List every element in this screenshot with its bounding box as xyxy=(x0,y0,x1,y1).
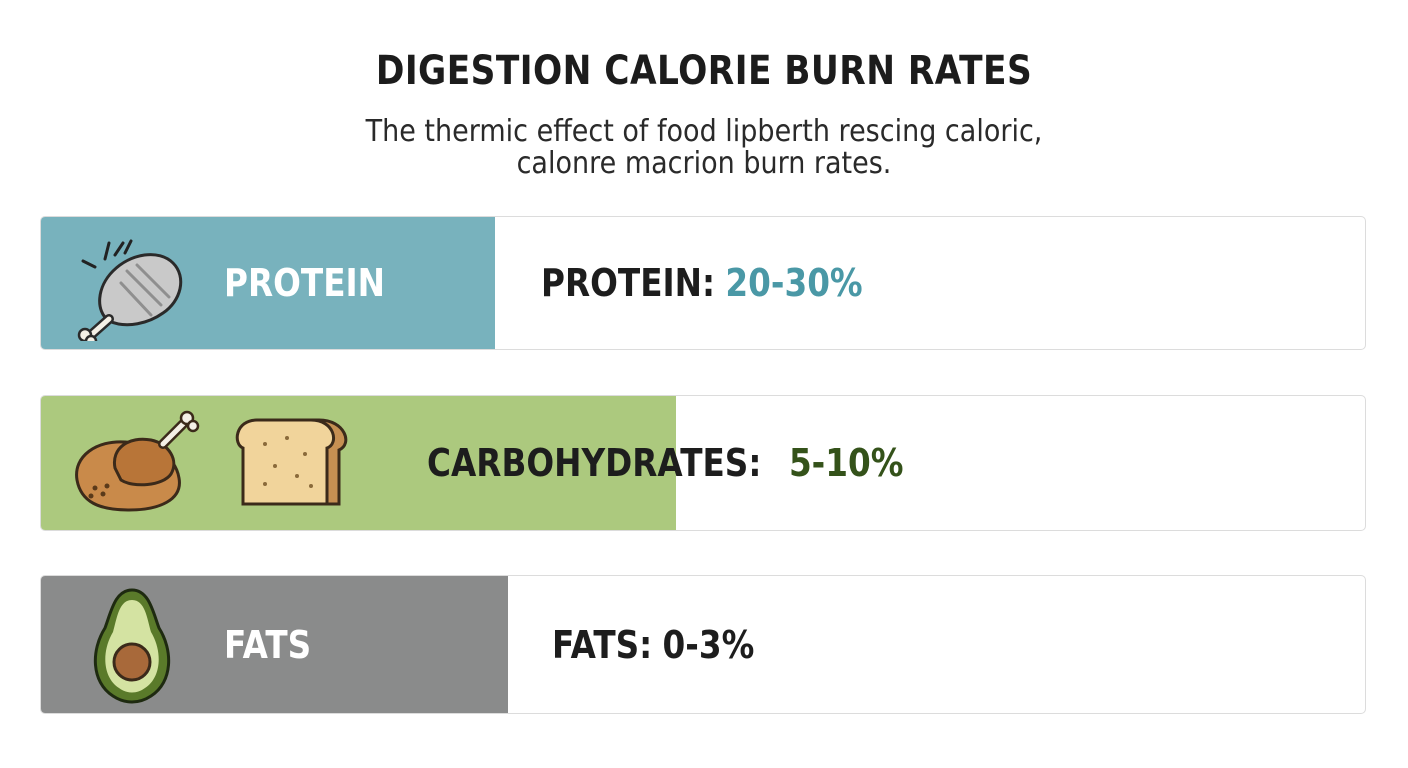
carbohydrates-stat: CARBOHYDRATES: 5-10% xyxy=(427,396,903,530)
avocado-icon xyxy=(87,586,177,710)
fats-row: FATS FATS: 0-3% xyxy=(40,575,1366,714)
protein-stat: PROTEIN: 20-30% xyxy=(541,217,863,349)
carbohydrates-stat-value: 5-10% xyxy=(788,441,904,485)
subtitle-line-2: calonre macrion burn rates. xyxy=(516,146,892,181)
roast-chicken-icon xyxy=(67,406,207,520)
carbohydrates-stat-label: CARBOHYDRATES: xyxy=(427,441,762,485)
bread-icon xyxy=(235,414,355,518)
protein-stat-label: PROTEIN: xyxy=(541,261,716,305)
fats-stat: FATS: 0-3% xyxy=(552,576,754,713)
fats-stat-label: FATS: xyxy=(552,622,653,667)
page-title: DIGESTION CALORIE BURN RATES xyxy=(375,48,1033,94)
fats-stat-value: 0-3% xyxy=(662,622,755,667)
page-subtitle: The thermic effect of food lipberth resc… xyxy=(70,116,1337,180)
fats-category-label: FATS xyxy=(224,622,312,667)
protein-row: PROTEIN PROTEIN: 20-30% xyxy=(40,216,1366,350)
protein-category-label: PROTEIN xyxy=(224,261,386,305)
drumstick-icon xyxy=(65,231,195,348)
protein-stat-value: 20-30% xyxy=(725,261,863,305)
carbohydrates-row: CARBOHYDRATES: 5-10% xyxy=(40,395,1366,531)
subtitle-line-1: The thermic effect of food lipberth resc… xyxy=(365,114,1043,149)
